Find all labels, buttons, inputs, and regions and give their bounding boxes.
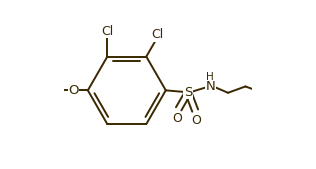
Text: N: N [206, 80, 216, 93]
Text: H: H [206, 72, 214, 82]
Text: Cl: Cl [101, 25, 113, 38]
Text: O: O [191, 114, 201, 127]
Text: O: O [68, 84, 78, 97]
Text: Cl: Cl [151, 28, 163, 41]
Text: S: S [184, 86, 192, 99]
Text: O: O [173, 112, 182, 125]
